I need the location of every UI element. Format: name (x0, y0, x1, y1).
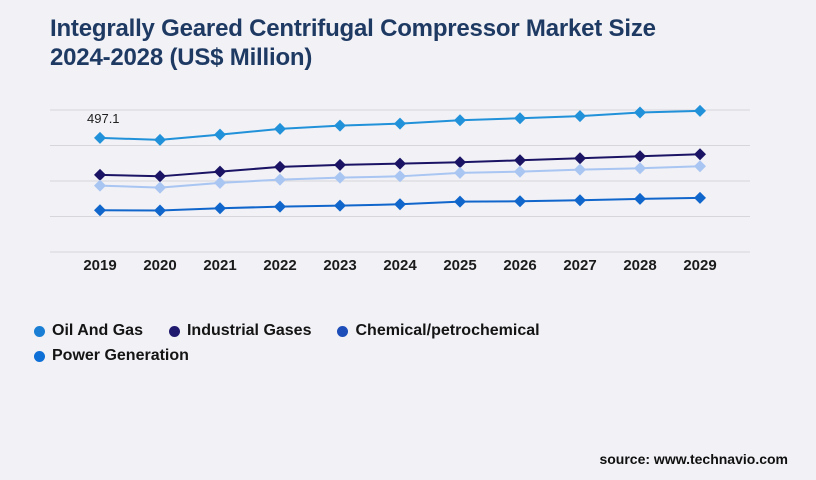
legend-dot-icon (34, 350, 45, 362)
data-point-marker (514, 195, 526, 208)
legend-label: Industrial Gases (186, 322, 312, 339)
legend-label: Power Generation (52, 347, 189, 364)
data-point-marker (454, 114, 466, 127)
data-point-marker (274, 200, 286, 213)
data-point-marker (454, 195, 466, 208)
data-point-marker (154, 204, 166, 217)
data-point-marker (514, 154, 526, 167)
x-axis-label: 2025 (443, 257, 477, 274)
data-point-marker (94, 168, 106, 181)
chart-legend: Oil And Gas Industrial Gases Chemical/pe… (34, 322, 634, 365)
chart-title-line1: Integrally Geared Centrifugal Compressor… (50, 15, 656, 42)
data-point-marker (574, 163, 586, 176)
data-point-marker (634, 192, 646, 205)
data-point-marker (694, 148, 706, 161)
x-axis-label: 2020 (143, 257, 177, 274)
data-point-marker (694, 191, 706, 204)
data-point-marker (574, 152, 586, 165)
data-point-marker (94, 204, 106, 217)
chart-title-line2: 2024-2028 (US$ Million) (50, 44, 313, 71)
data-point-marker (154, 181, 166, 194)
data-point-marker (394, 170, 406, 183)
data-point-marker (394, 117, 406, 130)
data-point-marker (214, 165, 226, 178)
data-point-marker (274, 122, 286, 135)
x-axis-label: 2027 (563, 257, 597, 274)
data-point-marker (214, 128, 226, 141)
data-point-marker (514, 165, 526, 178)
data-point-marker (334, 158, 346, 171)
x-axis-label: 2026 (503, 257, 537, 274)
data-point-marker (634, 162, 646, 175)
chart-title: Integrally Geared Centrifugal Compressor… (50, 14, 760, 72)
legend-item-power-generation: Power Generation (34, 347, 189, 365)
data-point-marker (394, 198, 406, 211)
data-point-marker (454, 156, 466, 169)
legend-dot-icon (337, 325, 349, 337)
data-point-marker (454, 166, 466, 179)
data-point-marker (694, 104, 706, 117)
data-point-marker (394, 157, 406, 170)
x-axis-label: 2028 (623, 257, 657, 274)
data-point-marker (94, 131, 106, 144)
data-point-marker (634, 150, 646, 163)
data-point-marker (274, 160, 286, 173)
legend-item-industrial-gases: Industrial Gases (168, 322, 312, 340)
x-axis-label: 2021 (203, 257, 237, 274)
legend-item-oil-and-gas: Oil And Gas (34, 322, 143, 340)
x-axis-label: 2019 (83, 257, 117, 274)
data-point-marker (334, 119, 346, 132)
data-point-marker (334, 171, 346, 184)
data-point-marker (574, 110, 586, 123)
data-point-marker (154, 170, 166, 183)
legend-label: Chemical/petrochemical (355, 322, 540, 339)
data-point-marker (574, 194, 586, 207)
source-attribution: source: www.technavio.com (599, 451, 788, 467)
x-axis-label: 2024 (383, 257, 417, 274)
legend-dot-icon (34, 325, 45, 337)
data-point-marker (94, 179, 106, 192)
x-axis-label: 2022 (263, 257, 297, 274)
data-point-marker (634, 106, 646, 119)
data-point-marker (214, 176, 226, 189)
data-point-marker (154, 133, 166, 146)
data-point-marker (214, 202, 226, 215)
data-label-first-point: 497.1 (87, 111, 120, 126)
legend-dot-icon (168, 325, 180, 337)
legend-item-chemical-petrochemical: Chemical/petrochemical (337, 322, 540, 340)
x-axis-label: 2023 (323, 257, 357, 274)
data-point-marker (334, 199, 346, 212)
x-axis-label: 2029 (683, 257, 717, 274)
data-point-marker (514, 112, 526, 125)
data-point-marker (274, 173, 286, 186)
data-point-marker (694, 160, 706, 173)
series-layer (94, 104, 706, 217)
legend-label: Oil And Gas (52, 322, 143, 339)
